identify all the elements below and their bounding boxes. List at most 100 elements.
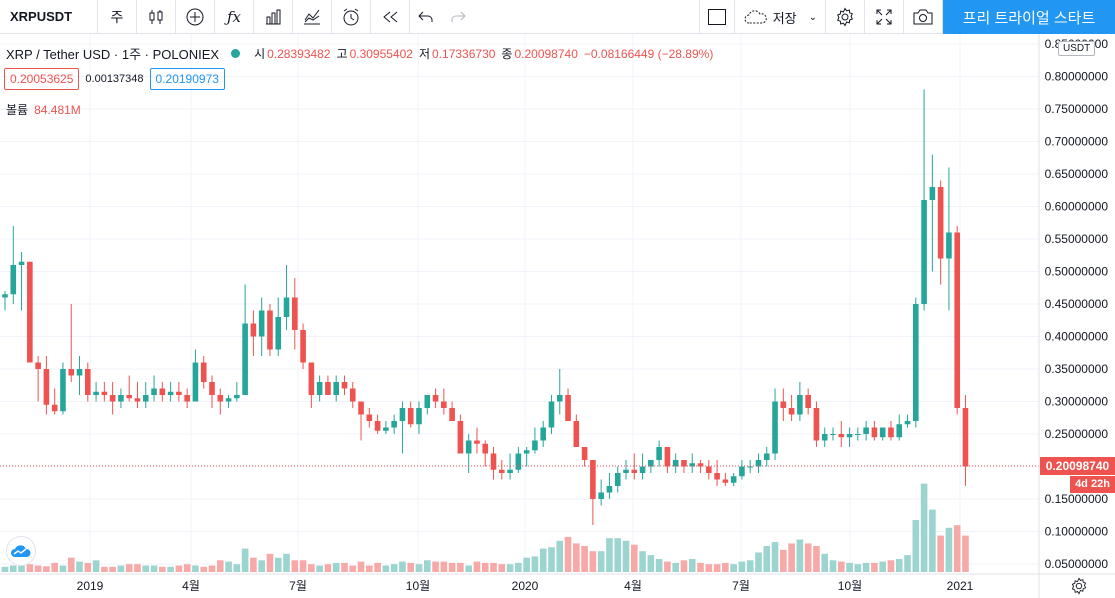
undo-icon xyxy=(418,11,433,22)
time-axis[interactable]: 2019 4월 7월 10월 2020 4월 7월 10월 2021 xyxy=(77,579,974,593)
candle-body xyxy=(813,408,820,441)
time-tick-label: 2019 xyxy=(77,579,104,593)
time-tick-label: 7월 xyxy=(289,579,307,593)
candle-body xyxy=(383,427,389,431)
volume-bar xyxy=(84,562,92,572)
candle-body xyxy=(18,261,25,265)
save-label: 저장 xyxy=(772,10,797,26)
bid-ask-row: 0.20053625 0.00137348 0.20190973 xyxy=(4,68,225,90)
candle-body xyxy=(763,453,770,460)
volume-bar xyxy=(564,536,572,572)
candle-body xyxy=(730,476,737,483)
price-chart[interactable]: 0.850000000.800000000.750000000.70000000… xyxy=(0,34,1115,598)
volume-bar xyxy=(159,566,166,572)
volume-bar xyxy=(573,543,580,572)
fullscreen-button[interactable] xyxy=(865,0,904,34)
spread-value: 0.00137348 xyxy=(85,73,144,85)
volume-bar xyxy=(258,560,265,572)
volume-bar xyxy=(9,565,17,572)
volume-bar xyxy=(879,561,886,572)
volume-bar xyxy=(788,543,795,572)
redo-button[interactable] xyxy=(442,0,474,34)
candle-body xyxy=(234,395,240,399)
volume-bar xyxy=(829,560,837,572)
candle-body xyxy=(937,187,944,259)
currency-unit-button[interactable]: USDT xyxy=(1058,41,1096,56)
candle-body xyxy=(399,408,406,421)
settings-button[interactable] xyxy=(826,0,865,34)
volume-bar xyxy=(713,564,721,572)
candle-body xyxy=(167,391,174,395)
candle-body xyxy=(846,434,853,438)
volume-bar xyxy=(647,555,655,572)
volume-bar xyxy=(755,552,762,572)
candle-body xyxy=(151,388,157,395)
volume-bar xyxy=(125,564,133,572)
candle-body xyxy=(515,453,522,470)
save-button[interactable]: 저장 ⌄ xyxy=(735,0,826,34)
price-tick-label: 0.50000000 xyxy=(1045,265,1109,279)
volume-bar xyxy=(680,560,688,572)
candle-body xyxy=(590,460,596,499)
undo-button[interactable] xyxy=(410,0,442,34)
volume-bar xyxy=(688,559,696,572)
candle-body xyxy=(325,382,331,395)
candle-body xyxy=(267,310,273,350)
volume-bar xyxy=(937,535,944,572)
volume-legend: 볼륨 84.481M xyxy=(6,101,81,118)
volume-bar xyxy=(506,564,514,572)
alert-button[interactable] xyxy=(332,0,371,34)
volume-bar xyxy=(871,562,878,572)
interval-button[interactable]: 주 xyxy=(98,0,137,34)
volume-bar xyxy=(746,560,754,572)
candle-body xyxy=(780,401,787,408)
volume-bar xyxy=(821,553,829,572)
candle-body xyxy=(225,398,232,402)
candle-body xyxy=(507,469,513,473)
compare-button[interactable] xyxy=(293,0,332,34)
volume-bar xyxy=(208,565,216,572)
snapshot-button[interactable] xyxy=(904,0,943,34)
add-indicator-button[interactable] xyxy=(176,0,215,34)
volume-bar xyxy=(465,565,472,572)
volume-bar xyxy=(192,565,199,572)
indicators-button[interactable]: ƒx xyxy=(215,0,254,34)
volume-bar xyxy=(390,564,398,572)
symbol-search-button[interactable]: XRPUSDT xyxy=(0,0,98,34)
price-axis[interactable]: 0.850000000.800000000.750000000.70000000… xyxy=(1045,37,1109,571)
candle-body xyxy=(109,395,116,402)
change-value: −0.08166449 (−28.89%) xyxy=(583,46,714,61)
bar-chart-icon xyxy=(266,9,281,24)
volume-bar xyxy=(614,538,622,572)
buy-price-button[interactable]: 0.20190973 xyxy=(149,68,225,90)
series-title[interactable]: XRP / Tether USD · 1주 · POLONIEX xyxy=(6,47,220,62)
volume-label[interactable]: 볼륨 xyxy=(6,103,29,117)
volume-bar xyxy=(233,564,241,572)
layout-button[interactable] xyxy=(698,0,735,34)
volume-bar xyxy=(183,564,191,572)
replay-button[interactable] xyxy=(371,0,410,34)
volume-bar xyxy=(837,561,845,572)
chart-type-button[interactable] xyxy=(137,0,176,34)
candle-body xyxy=(416,408,422,425)
candle-body xyxy=(540,427,546,441)
financials-button[interactable] xyxy=(254,0,293,34)
sell-price-button[interactable]: 0.20053625 xyxy=(4,68,80,90)
candle-body xyxy=(217,395,224,402)
price-tick-label: 0.55000000 xyxy=(1045,232,1109,246)
chart-settings-button[interactable] xyxy=(1070,577,1088,598)
volume-bar xyxy=(473,561,481,572)
volume-bar xyxy=(18,564,25,572)
volume-bar xyxy=(299,560,307,572)
candle-body xyxy=(689,463,696,467)
candle-body xyxy=(639,466,646,473)
tradingview-logo[interactable] xyxy=(6,536,36,566)
price-tick-label: 0.25000000 xyxy=(1045,427,1109,441)
volume-bar xyxy=(26,564,34,572)
volume-bar xyxy=(374,562,381,572)
volume-bar xyxy=(672,562,679,572)
free-trial-button[interactable]: 프리 트라이얼 스타트 xyxy=(943,0,1115,34)
candle-body xyxy=(292,297,298,330)
fullscreen-icon xyxy=(876,9,892,25)
candle-body xyxy=(341,382,348,389)
